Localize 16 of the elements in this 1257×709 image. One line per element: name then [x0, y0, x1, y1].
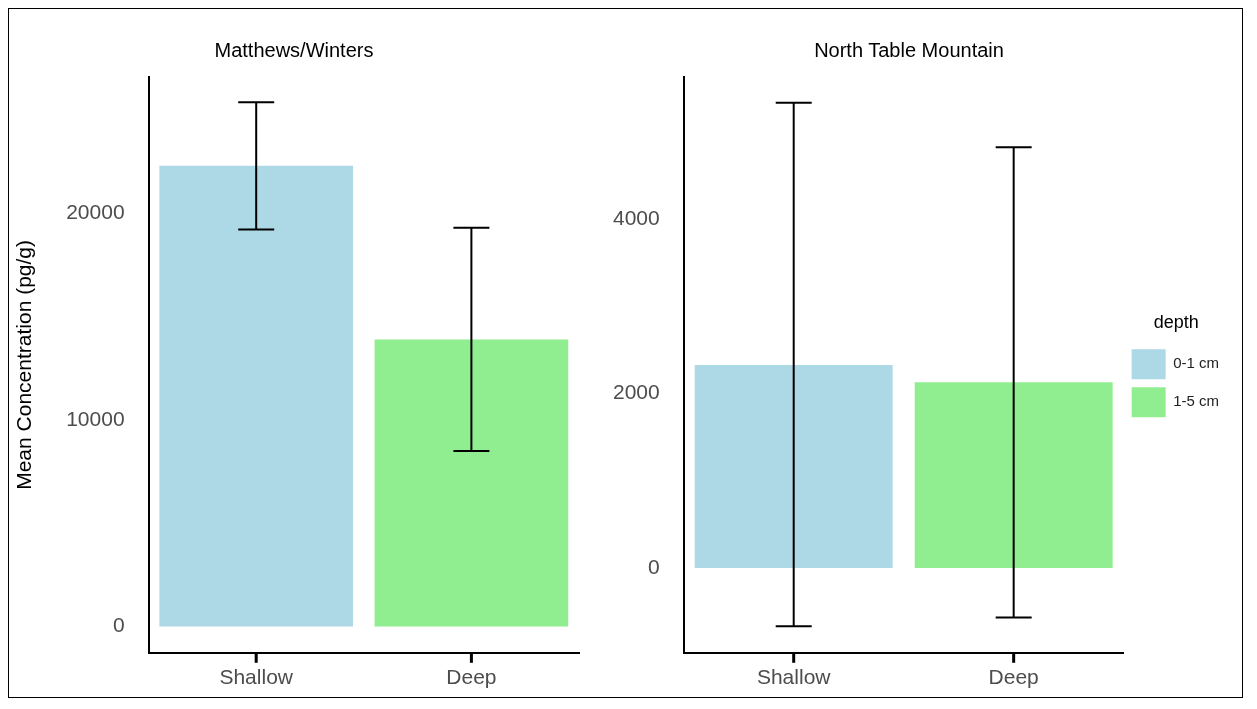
- chart-title: Matthews/Winters: [214, 38, 374, 61]
- y-tick-label: 4000: [613, 206, 660, 230]
- y-tick-label: 0: [112, 613, 125, 637]
- y-tick-label: 20000: [66, 200, 125, 224]
- y-tick-label: 2000: [613, 380, 660, 404]
- y-tick-label: 0: [648, 554, 660, 578]
- chart-title: North Table Mountain: [814, 38, 1004, 61]
- y-axis-title: Mean Concentration (pg/g): [12, 239, 36, 490]
- x-tick-label: Shallow: [756, 665, 832, 689]
- x-tick-label: Deep: [988, 665, 1039, 689]
- legend-title: depth: [1153, 311, 1199, 332]
- y-tick-label: 10000: [66, 406, 125, 430]
- x-tick-label: Deep: [446, 665, 497, 689]
- legend-label: 0-1 cm: [1173, 354, 1219, 372]
- x-tick-label: Shallow: [219, 665, 294, 689]
- legend-label: 1-5 cm: [1173, 392, 1219, 410]
